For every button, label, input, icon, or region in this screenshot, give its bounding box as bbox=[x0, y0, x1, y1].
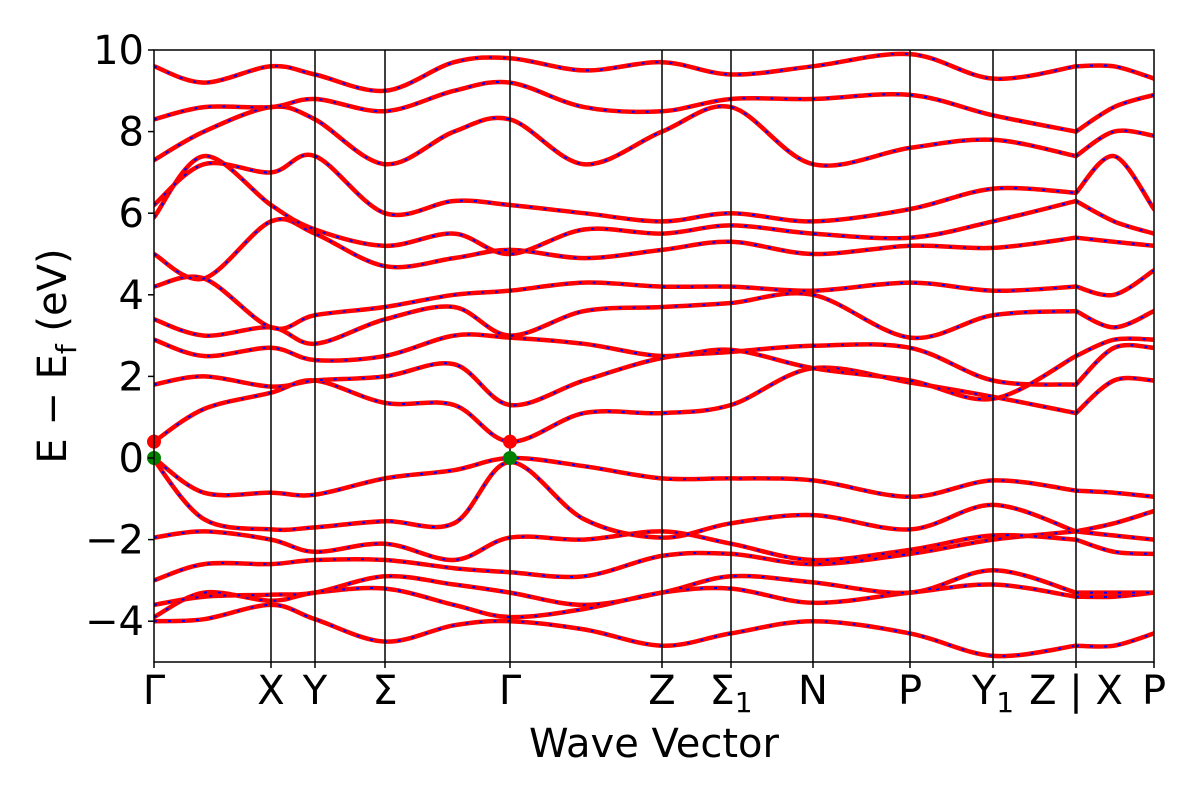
band-7-seg-0-overlay bbox=[154, 366, 1077, 443]
y-axis-title-subscript: f bbox=[50, 343, 83, 354]
x-tick-label-1: X bbox=[257, 668, 284, 714]
band-5-seg-1-overlay bbox=[1075, 510, 1154, 533]
band-13-seg-1-line bbox=[1073, 198, 1154, 236]
band-0-seg-0-line bbox=[154, 602, 1079, 659]
y-axis-title: E − Ef (eV) bbox=[30, 248, 83, 463]
band-7-seg-1-overlay bbox=[1075, 377, 1154, 414]
y-tick-label-5: 6 bbox=[119, 191, 144, 237]
y-tick-label-0: −4 bbox=[85, 599, 144, 645]
band-17-seg-1-overlay bbox=[1075, 64, 1154, 80]
band-17-seg-0-line bbox=[154, 51, 1079, 94]
band-5-seg-1-line bbox=[1073, 508, 1154, 534]
y-axis-ticks: −4 −2 0 2 4 6 8 10 bbox=[85, 28, 154, 645]
x-tick-label-3: Σ bbox=[372, 668, 397, 714]
band-9-seg-0-line bbox=[154, 332, 1079, 402]
band-11-seg-0-overlay bbox=[154, 275, 1077, 330]
y-tick-label-7: 10 bbox=[93, 28, 144, 74]
band-17-seg-1-line bbox=[1073, 63, 1154, 81]
x-tick-label-5: Z bbox=[648, 668, 675, 714]
plot-frame bbox=[153, 49, 1155, 663]
high-symmetry-lines bbox=[270, 50, 1077, 662]
band-15-seg-0-line bbox=[154, 103, 1079, 168]
x-tick-label-11: P bbox=[1142, 668, 1166, 714]
band-edge-marker-2 bbox=[503, 434, 517, 449]
y-tick-label-1: −2 bbox=[85, 518, 144, 564]
band-10-seg-0-line bbox=[154, 290, 1079, 347]
x-tick-label-0: Γ bbox=[143, 668, 166, 714]
band-13-seg-0-line bbox=[154, 153, 1079, 257]
band-6-seg-0-overlay bbox=[154, 456, 1077, 498]
band-0-seg-0-overlay bbox=[154, 603, 1077, 658]
band-0-seg-1-overlay bbox=[1075, 632, 1154, 648]
band-16-seg-1-line bbox=[1073, 92, 1154, 134]
y-tick-label-4: 4 bbox=[119, 273, 144, 319]
band-8-seg-1-overlay bbox=[1075, 344, 1154, 386]
band-12-seg-1-line bbox=[1073, 235, 1154, 249]
band-edge-markers bbox=[147, 434, 517, 465]
band-lines bbox=[154, 51, 1154, 659]
y-tick-label-3: 2 bbox=[119, 354, 144, 400]
x-tick-label-9: Y1 bbox=[971, 668, 1014, 719]
band-4-seg-1-line bbox=[1073, 537, 1154, 557]
band-14-seg-1-overlay bbox=[1075, 155, 1154, 210]
band-15-seg-1-line bbox=[1073, 128, 1154, 159]
band-13-seg-0-overlay bbox=[154, 155, 1077, 256]
band-3-seg-1-line bbox=[1073, 529, 1154, 542]
band-11-seg-0-line bbox=[154, 274, 1079, 332]
x-tick-label-4: Γ bbox=[499, 668, 522, 714]
band-14-seg-0-line bbox=[154, 152, 1079, 224]
band-14-seg-1-line bbox=[1073, 153, 1154, 212]
band-3-seg-0-overlay bbox=[154, 530, 1077, 582]
band-13-seg-1-overlay bbox=[1075, 200, 1154, 235]
band-7-seg-0-line bbox=[154, 365, 1079, 444]
band-6-seg-0-line bbox=[154, 455, 1079, 500]
x-tick-label-10: Z | X bbox=[1029, 668, 1123, 714]
band-0-seg-1-line bbox=[1073, 631, 1154, 649]
x-tick-label-8: P bbox=[898, 668, 922, 714]
band-4-seg-1-overlay bbox=[1075, 538, 1154, 555]
x-tick-label-6: Σ1 bbox=[709, 668, 752, 719]
band-6-seg-1-line bbox=[1073, 488, 1154, 500]
x-axis-title: Wave Vector bbox=[529, 721, 780, 767]
x-tick-label-2: Y bbox=[302, 668, 328, 714]
y-tick-label-6: 8 bbox=[119, 110, 144, 156]
band-3-seg-0-line bbox=[154, 529, 1079, 583]
band-edge-marker-3 bbox=[503, 451, 517, 465]
band-7-seg-1-line bbox=[1073, 375, 1154, 416]
band-14-seg-0-overlay bbox=[154, 153, 1077, 223]
y-axis-title-prefix: E − E bbox=[30, 354, 76, 464]
y-tick-label-2: 0 bbox=[119, 436, 144, 482]
band-10-seg-1-line bbox=[1073, 308, 1154, 330]
x-tick-label-7: N bbox=[798, 668, 828, 714]
y-axis-title-suffix: (eV) bbox=[30, 248, 76, 344]
x-axis-ticks: Γ X Y Σ Γ Z Σ1 N P Y1 Z | X P bbox=[143, 662, 1166, 719]
band-11-seg-1-line bbox=[1073, 268, 1154, 298]
band-9-seg-1-overlay bbox=[1075, 337, 1154, 357]
